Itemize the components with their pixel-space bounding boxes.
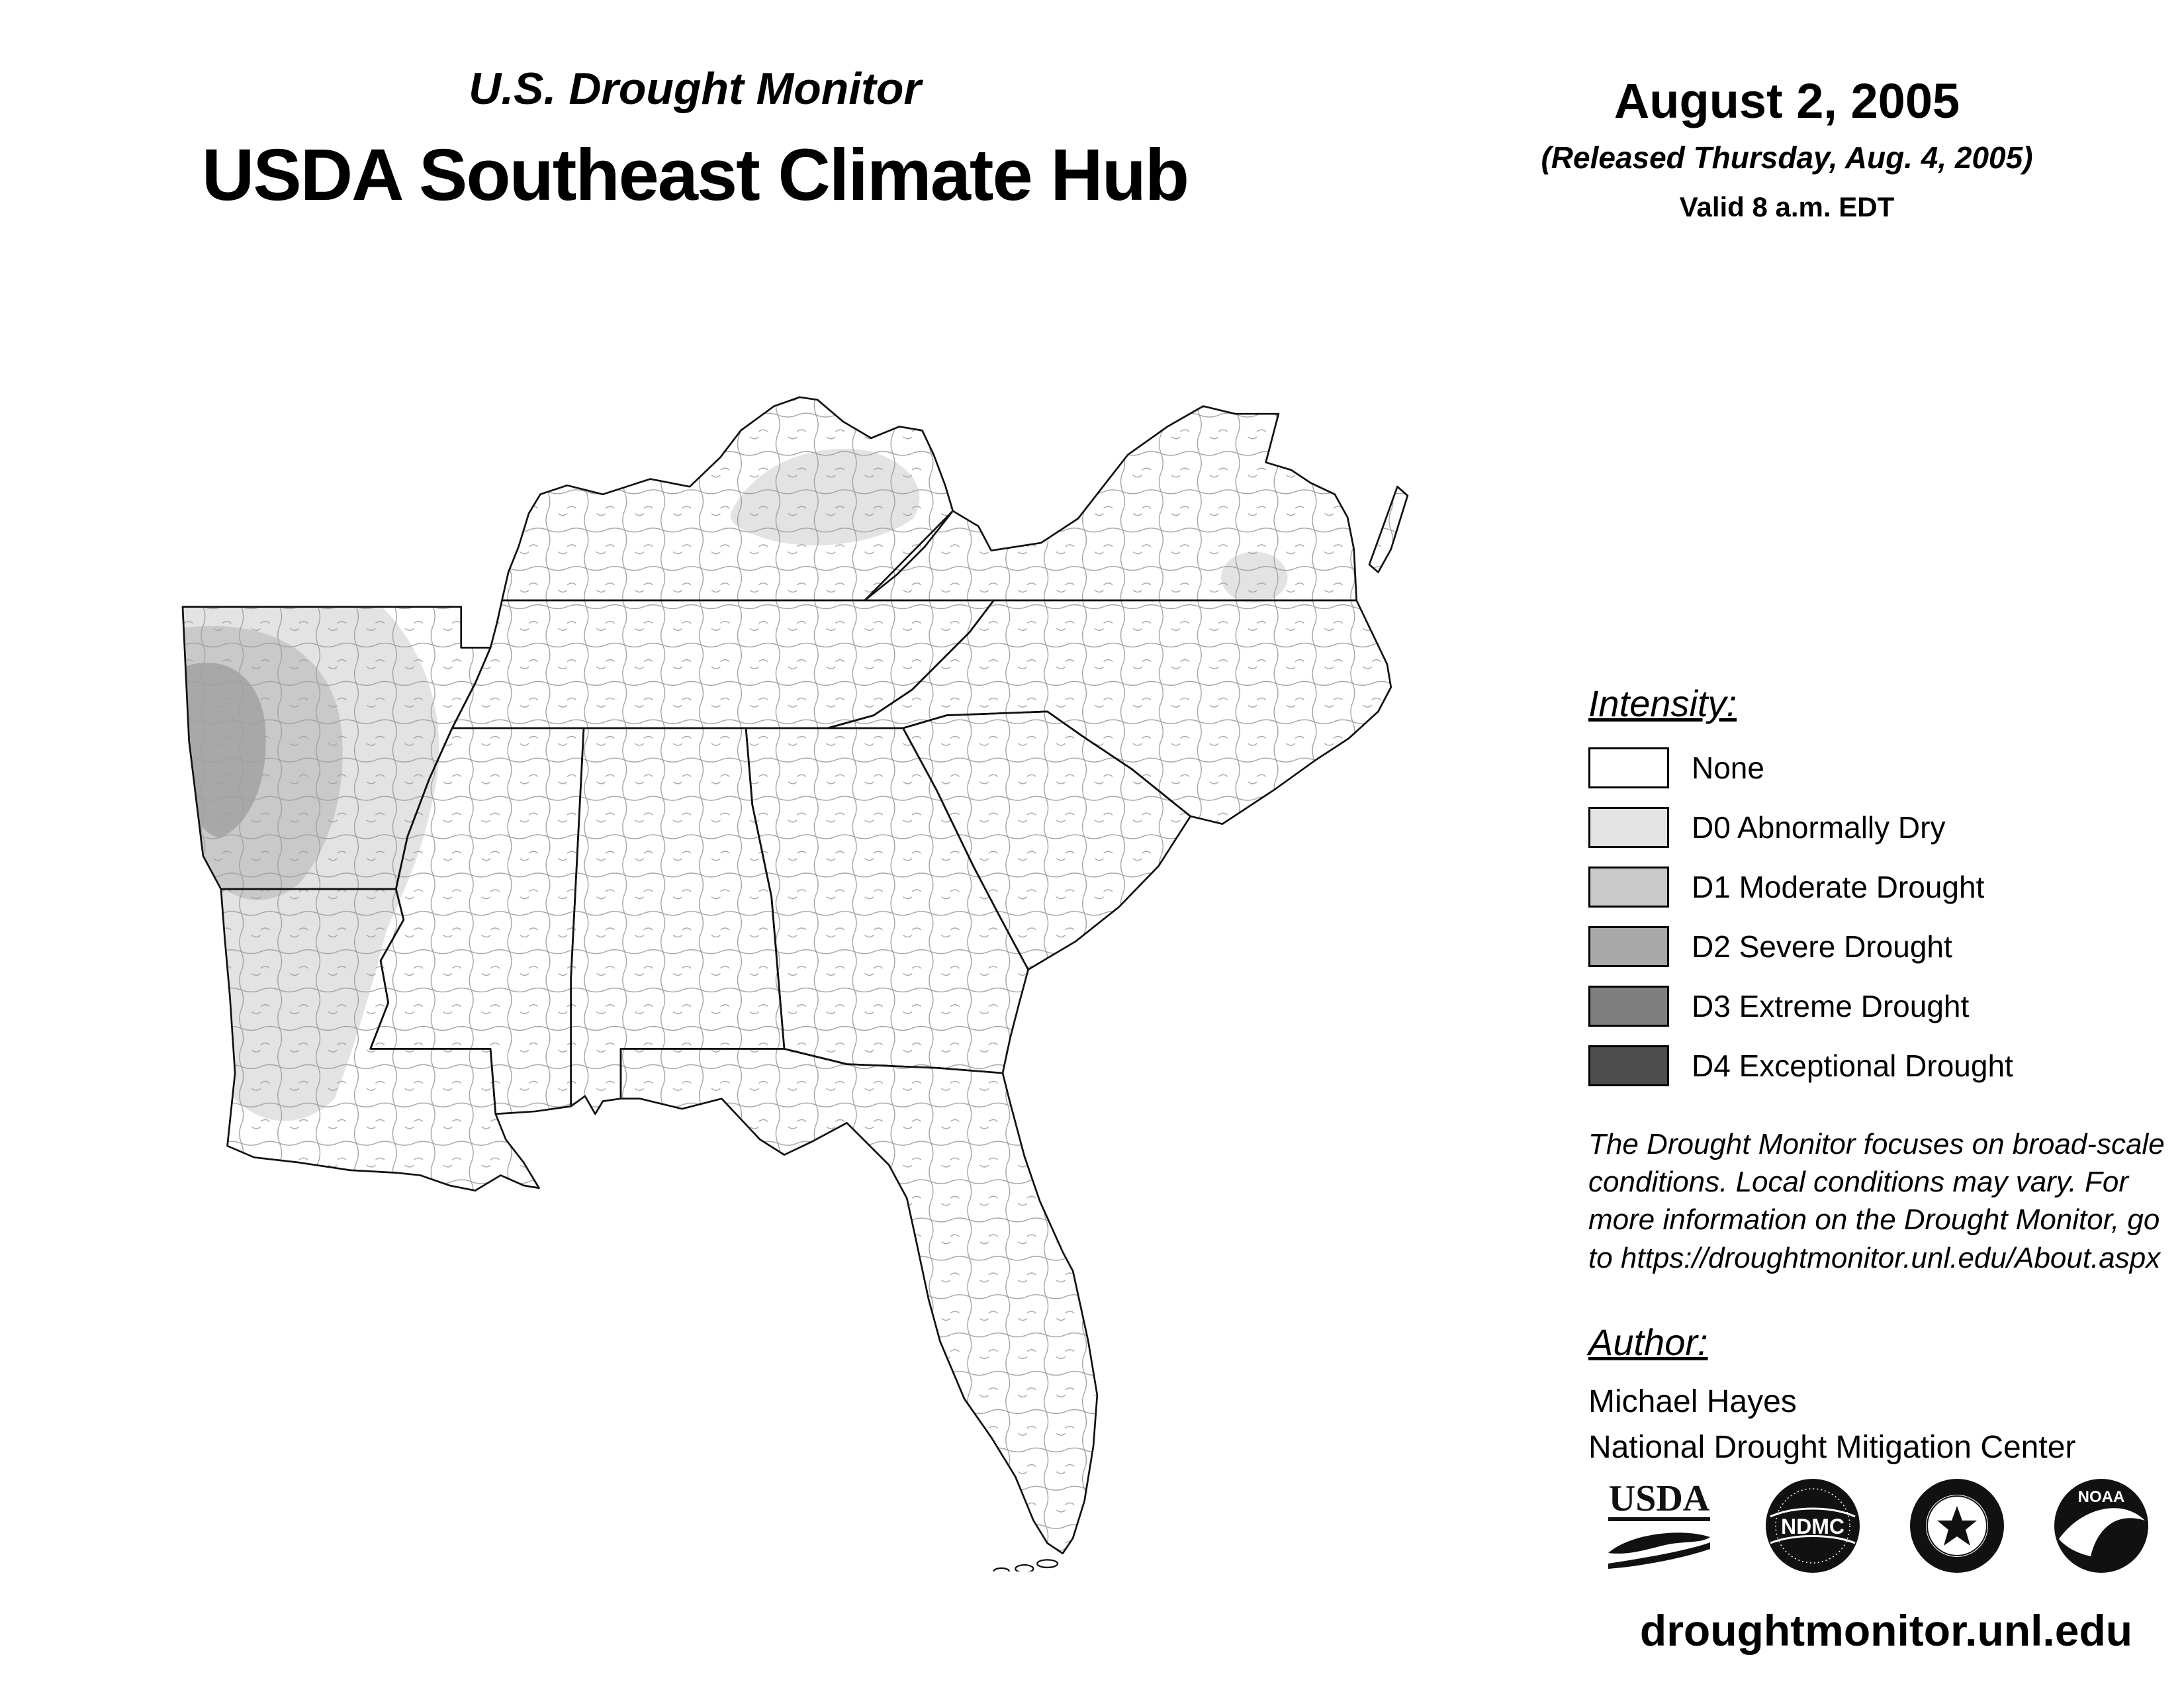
noaa-logo-text: NOAA	[2078, 1488, 2125, 1506]
usda-logo-text: USDA	[1609, 1478, 1710, 1519]
ndmc-logo-text: NDMC	[1781, 1515, 1844, 1538]
author-heading: Author:	[1588, 1321, 1708, 1363]
page-title: USDA Southeast Climate Hub	[201, 134, 1189, 216]
swatch-none	[1588, 747, 1669, 788]
swatch-d2	[1588, 926, 1669, 967]
drought-map-svg	[181, 396, 1409, 1575]
florida-keys	[993, 1559, 1059, 1575]
swatch-d0	[1588, 807, 1669, 848]
legend-label-d2: D2 Severe Drought	[1692, 929, 1952, 964]
ndmc-logo: NDMC	[1766, 1479, 1860, 1573]
legend-row-none: None	[1588, 747, 2171, 788]
noaa-bird-icon	[2059, 1508, 2145, 1556]
swatch-d1	[1588, 867, 1669, 908]
noaa-logo: NOAA	[2054, 1479, 2148, 1573]
legend-label-d3: D3 Extreme Drought	[1692, 989, 1970, 1023]
release-date: (Released Thursday, Aug. 4, 2005)	[1541, 140, 2033, 175]
legend-row-d3: D3 Extreme Drought	[1588, 986, 2171, 1027]
valid-time: Valid 8 a.m. EDT	[1679, 191, 1895, 222]
legend-heading: Intensity:	[1588, 682, 1737, 724]
swatch-d3	[1588, 986, 1669, 1027]
author-block: Author: Michael Hayes National Drought M…	[1588, 1321, 2184, 1466]
legend: Intensity: None D0 Abnormally Dry D1 Mod…	[1588, 682, 2171, 1105]
legend-row-d2: D2 Severe Drought	[1588, 926, 2171, 967]
legend-label-none: None	[1692, 751, 1764, 785]
swatch-d4	[1588, 1045, 1669, 1086]
disclaimer-text: The Drought Monitor focuses on broad-sca…	[1588, 1128, 2165, 1274]
legend-row-d1: D1 Moderate Drought	[1588, 867, 2171, 908]
header: U.S. Drought Monitor USDA Southeast Clim…	[0, 63, 1390, 217]
report-subtitle: U.S. Drought Monitor	[469, 64, 921, 114]
author-name: Michael Hayes	[1588, 1384, 1797, 1419]
usda-logo: USDA	[1608, 1478, 1710, 1569]
legend-row-d0: D0 Abnormally Dry	[1588, 807, 2171, 848]
footer-url: droughtmonitor.unl.edu	[1639, 1606, 2133, 1655]
legend-label-d0: D0 Abnormally Dry	[1692, 810, 1946, 845]
legend-label-d1: D1 Moderate Drought	[1692, 870, 1985, 904]
date-block: August 2, 2005 (Released Thursday, Aug. …	[1509, 73, 2065, 223]
drought-map	[146, 357, 1423, 1575]
map-date: August 2, 2005	[1614, 73, 1960, 128]
legend-label-d4: D4 Exceptional Drought	[1692, 1049, 2013, 1083]
county-boundaries-texture	[182, 397, 1408, 1554]
commerce-seal-logo	[1910, 1479, 2004, 1573]
author-organization: National Drought Mitigation Center	[1588, 1430, 2076, 1465]
eagle-emblem-icon	[1937, 1506, 1977, 1546]
legend-row-d4: D4 Exceptional Drought	[1588, 1045, 2171, 1086]
logo-row: USDA NDMC NOAA	[1602, 1476, 2150, 1575]
